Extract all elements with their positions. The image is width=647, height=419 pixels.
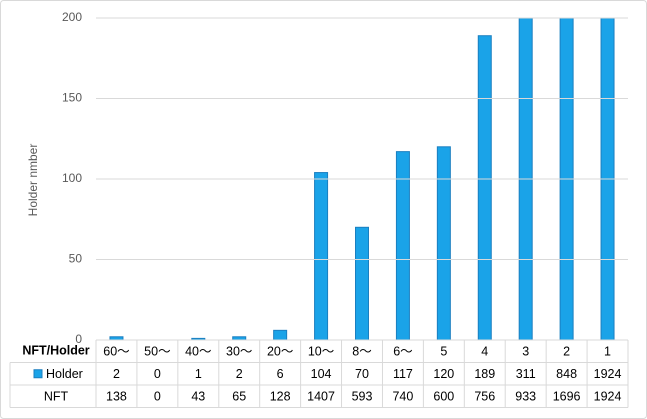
y-axis-title: Holder nmber <box>26 144 40 217</box>
x-tick-label: 6～ <box>393 345 412 359</box>
table-header: NFT/Holder <box>22 343 89 357</box>
x-tick-label: 30～ <box>226 345 252 359</box>
table-value: 189 <box>474 367 495 381</box>
table-value: 2 <box>236 367 243 381</box>
table-value: 6 <box>277 367 284 381</box>
table-value: 740 <box>392 390 413 404</box>
bar <box>518 18 533 340</box>
bar <box>600 18 615 340</box>
table-value: 2 <box>113 367 120 381</box>
table-value: 128 <box>270 390 291 404</box>
table-row-label: NFT <box>44 390 69 404</box>
y-tick-label: 50 <box>69 252 83 266</box>
table-value: 933 <box>515 390 536 404</box>
table-value: 1924 <box>594 390 622 404</box>
x-tick-label: 5 <box>440 345 447 359</box>
bar <box>314 172 329 340</box>
x-tick-label: 10～ <box>308 345 334 359</box>
x-tick-label: 1 <box>604 345 611 359</box>
table-value: 600 <box>433 390 454 404</box>
x-tick-label: 8～ <box>352 345 371 359</box>
y-tick-label: 100 <box>62 171 82 185</box>
x-tick-label: 60～ <box>103 345 129 359</box>
bar <box>191 337 206 340</box>
bar <box>436 146 451 340</box>
x-tick-label: 20～ <box>267 345 293 359</box>
x-tick-label: 40～ <box>185 345 211 359</box>
table-value: 70 <box>355 367 369 381</box>
legend-label: Holder <box>46 367 83 381</box>
table-value: 138 <box>106 390 127 404</box>
x-tick-label: 50～ <box>144 345 170 359</box>
y-tick-label: 150 <box>62 91 82 105</box>
x-tick-label: 3 <box>522 345 529 359</box>
table-value: 120 <box>433 367 454 381</box>
bar <box>395 151 410 340</box>
table-value: 1924 <box>594 367 622 381</box>
y-tick-label: 200 <box>62 10 82 24</box>
table-value: 104 <box>311 367 332 381</box>
x-tick-label: 4 <box>481 345 488 359</box>
table-value: 1407 <box>307 390 335 404</box>
table-value: 0 <box>154 390 161 404</box>
table-value: 1 <box>195 367 202 381</box>
bar <box>273 329 288 340</box>
table-value: 848 <box>556 367 577 381</box>
table-value: 0 <box>154 367 161 381</box>
y-tick-label: 0 <box>75 332 82 346</box>
bar <box>355 226 369 340</box>
x-tick-label: 2 <box>563 345 570 359</box>
bar <box>477 35 492 340</box>
table-value: 593 <box>352 390 373 404</box>
legend-key <box>33 369 43 379</box>
table-value: 43 <box>191 390 205 404</box>
table-value: 1696 <box>553 390 581 404</box>
bar <box>559 18 574 340</box>
table-value: 311 <box>516 367 536 381</box>
table-value: 117 <box>393 367 413 381</box>
table-value: 756 <box>474 390 495 404</box>
table-value: 65 <box>232 390 246 404</box>
